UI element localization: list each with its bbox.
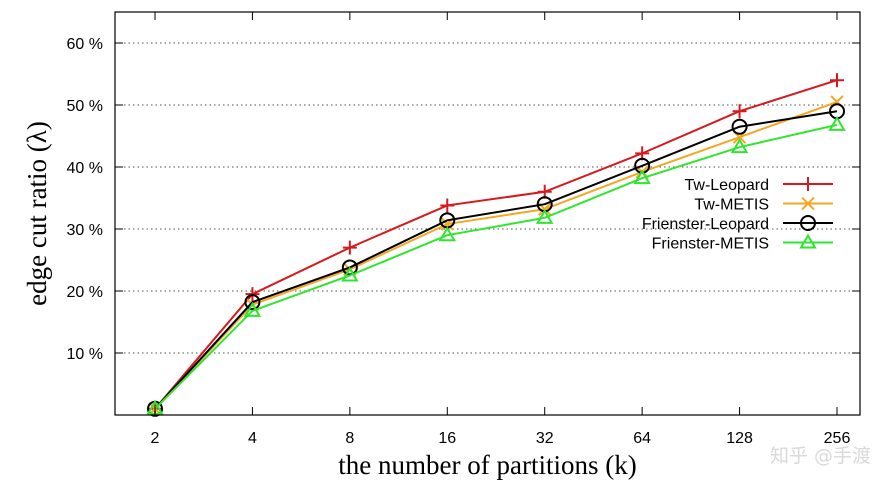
watermark: 知乎 @手渡 [769, 445, 871, 467]
legend-label: Frienster-Leopard [642, 216, 769, 233]
y-tick-label: 20 % [67, 284, 103, 301]
series-tw-metis [148, 95, 844, 416]
x-tick-label: 2 [151, 430, 160, 447]
x-tick-label: 16 [438, 430, 456, 447]
circle-marker [731, 118, 748, 135]
x-tick-label: 32 [536, 430, 554, 447]
legend-label: Frienster-METIS [652, 236, 769, 253]
y-tick-label: 10 % [67, 346, 103, 363]
legend-label: Tw-Leopard [685, 177, 770, 194]
plus-marker [245, 287, 260, 302]
y-axis: 10 % 20 % 30 % 40 % 50 % 60 % [67, 36, 860, 363]
plus-marker [440, 198, 455, 213]
x-tick-label: 64 [633, 430, 651, 447]
x-axis: 2 4 8 16 32 64 128 256 [151, 12, 851, 447]
circle-marker [244, 294, 261, 311]
cross-marker [801, 196, 815, 211]
triangle-marker [243, 301, 262, 317]
x-axis-title: the number of partitions (k) [338, 450, 636, 480]
y-tick-label: 40 % [67, 160, 103, 177]
triangle-marker [799, 233, 817, 249]
plot-frame [114, 11, 861, 416]
series-line [154, 79, 838, 410]
plus-marker [732, 104, 747, 119]
triangle-marker [535, 208, 554, 224]
y-tick-label: 30 % [67, 222, 103, 239]
x-tick-label: 4 [248, 430, 257, 447]
series-line [154, 100, 838, 410]
legend: Tw-Leopard Tw-METIS Frienster-Leopard Frien… [642, 177, 833, 253]
triangle-marker [341, 266, 359, 282]
legend-label: Tw-METIS [694, 197, 769, 214]
series-tw-leopard [148, 73, 844, 416]
triangle-marker [730, 138, 749, 154]
plus-marker [801, 177, 815, 191]
series-line [154, 123, 838, 410]
plus-marker [342, 240, 357, 255]
circle-marker [800, 215, 816, 231]
y-tick-label: 50 % [67, 98, 103, 115]
y-axis-title: edge cut ratio (λ) [22, 121, 52, 306]
x-tick-label: 8 [345, 430, 354, 447]
y-tick-label: 60 % [67, 36, 103, 53]
triangle-marker [633, 169, 651, 185]
triangle-marker [438, 226, 457, 242]
x-tick-label: 256 [824, 430, 851, 447]
plus-marker [830, 73, 844, 88]
series-frienster-leopard [147, 103, 845, 417]
x-tick-label: 128 [726, 430, 753, 447]
series-line [154, 110, 838, 410]
series-frienster-metis [146, 115, 846, 415]
series-layer [146, 73, 846, 417]
triangle-marker [828, 115, 846, 131]
